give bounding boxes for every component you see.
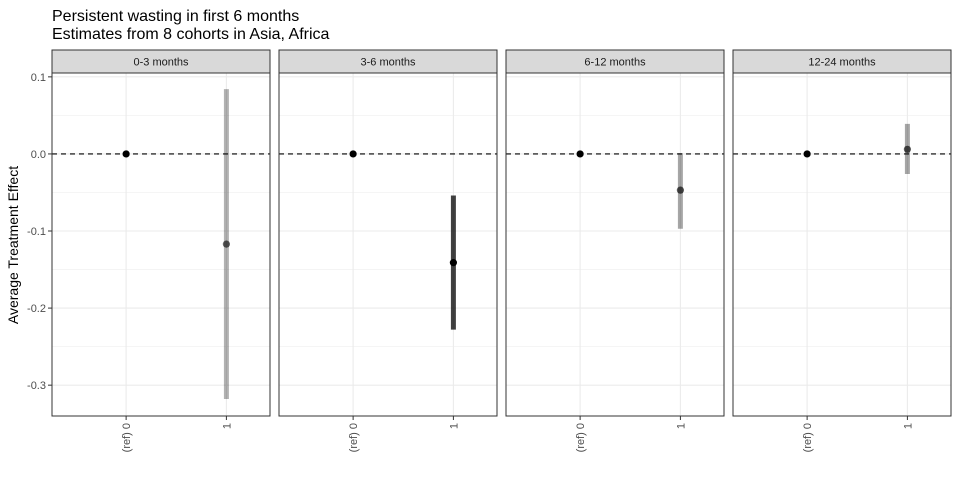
chart-subtitle: Estimates from 8 cohorts in Asia, Africa [52,26,330,43]
facet-strip-label: 12-24 months [808,57,876,69]
estimate-point [803,150,811,158]
panel-background [733,73,951,416]
facet-panel: 3-6 months (ref) 0 1 [278,49,498,452]
y-axis-label: Average Treatment Effect [5,166,21,324]
panel-background [52,73,270,416]
facet-strip-label: 3-6 months [360,57,416,69]
estimate-point [122,150,130,158]
facet-panel: 0-3 months (ref) 0 1 [51,49,271,452]
y-tick-label: -0.3 [27,380,46,392]
y-tick-label: 0.1 [31,72,46,84]
x-tick-label: (ref) 0 [121,423,133,452]
estimate-point [576,150,584,158]
panel-background [279,73,497,416]
x-tick-label: 1 [675,423,687,429]
facet-strip-label: 6-12 months [584,57,646,69]
chart-title: Persistent wasting in first 6 months [52,8,299,25]
panel-border [732,72,952,417]
x-tick-label: (ref) 0 [575,423,587,452]
x-tick-label: 1 [221,423,233,429]
panel-border [51,72,271,417]
estimate-point [903,145,912,153]
x-tick-label: (ref) 0 [802,423,814,452]
facet-strip-label: 0-3 months [133,57,189,69]
x-tick-label: 1 [448,423,460,429]
panel-border [278,72,498,417]
facet-panels: 0.10.0-0.1-0.2-0.30-3 months(ref) 0 13-6 … [27,49,952,452]
facet-panel: 6-12 months (ref) 0 1 [505,49,725,452]
panel-background [506,73,724,416]
estimate-point [349,150,357,158]
estimate-point [676,186,685,194]
panel-border [505,72,725,417]
y-tick-label: 0.0 [31,149,46,161]
x-tick-label: (ref) 0 [348,423,360,452]
x-tick-label: 1 [902,423,914,429]
y-tick-label: -0.1 [27,226,46,238]
estimate-point [222,240,230,248]
estimate-point [449,259,457,267]
facet-panel: 12-24 months (ref) 0 1 [732,49,952,452]
y-tick-label: -0.2 [27,303,46,315]
